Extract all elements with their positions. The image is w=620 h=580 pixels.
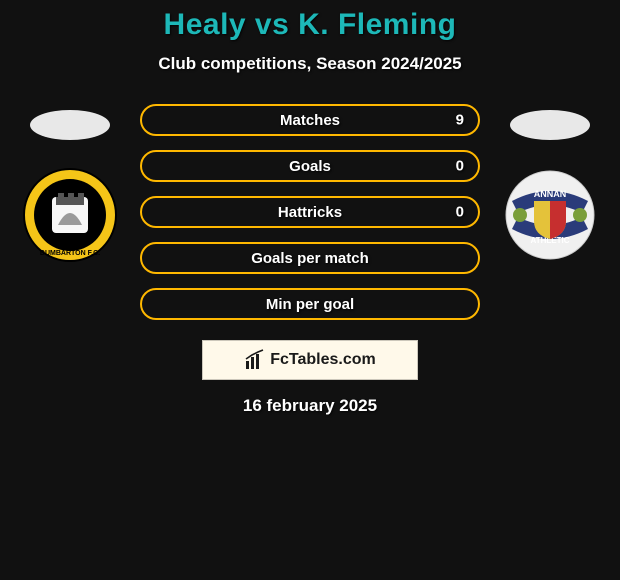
subtitle: Club competitions, Season 2024/2025 (0, 54, 620, 74)
stat-row-goals-per-match: Goals per match (140, 242, 480, 274)
stat-row-goals: Goals 0 (140, 150, 480, 182)
chart-icon (244, 349, 266, 371)
comparison-card: Healy vs K. Fleming Club competitions, S… (0, 0, 620, 416)
stat-value-right: 0 (456, 158, 464, 175)
stat-label: Hattricks (278, 204, 342, 221)
stat-row-min-per-goal: Min per goal (140, 288, 480, 320)
left-player-col: DUMBARTON F.C. (20, 110, 120, 260)
stat-value-right: 0 (456, 204, 464, 221)
annan-badge-icon: ANNAN ATHLETIC (502, 167, 598, 263)
stat-label: Matches (280, 112, 340, 129)
stats-column: Matches 9 Goals 0 Hattricks 0 Goals per … (140, 104, 480, 320)
stat-row-matches: Matches 9 (140, 104, 480, 136)
svg-text:ANNAN: ANNAN (534, 189, 567, 199)
brand-box[interactable]: FcTables.com (202, 340, 418, 380)
left-club-badge: DUMBARTON F.C. (20, 170, 120, 260)
brand-text: FcTables.com (270, 351, 376, 369)
right-player-avatar (510, 110, 590, 140)
stat-label: Goals (289, 158, 331, 175)
svg-text:DUMBARTON F.C.: DUMBARTON F.C. (40, 250, 100, 257)
left-player-avatar (30, 110, 110, 140)
stat-value-right: 9 (456, 112, 464, 129)
stat-row-hattricks: Hattricks 0 (140, 196, 480, 228)
dumbarton-badge-icon: DUMBARTON F.C. (22, 167, 118, 263)
page-title: Healy vs K. Fleming (0, 8, 620, 42)
right-club-badge: ANNAN ATHLETIC (500, 170, 600, 260)
right-player-col: ANNAN ATHLETIC (500, 110, 600, 260)
stat-label: Min per goal (266, 296, 354, 313)
date-text: 16 february 2025 (0, 396, 620, 416)
stat-label: Goals per match (251, 250, 369, 267)
main-row: DUMBARTON F.C. Matches 9 Goals 0 Hattric… (0, 104, 620, 320)
